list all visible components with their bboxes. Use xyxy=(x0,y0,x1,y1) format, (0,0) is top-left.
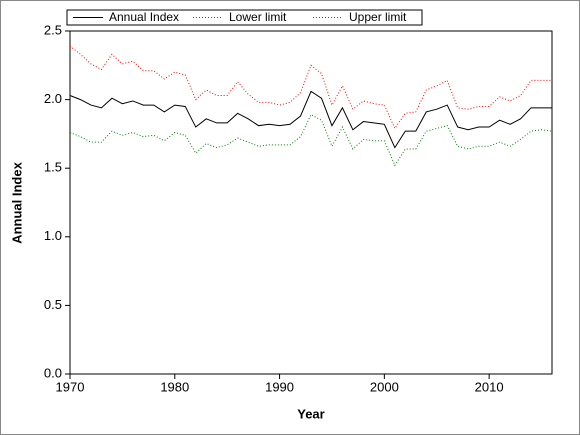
legend xyxy=(66,9,423,26)
legend-label: Annual Index xyxy=(109,10,179,24)
x-tick-label: 2010 xyxy=(475,379,504,394)
y-tick-label: 2.5 xyxy=(44,22,62,37)
y-tick-label: 0.0 xyxy=(44,365,62,380)
series-line xyxy=(69,45,552,130)
y-tick-label: 1.5 xyxy=(44,160,62,175)
y-tick-label: 2.0 xyxy=(44,91,62,106)
legend-label: Lower limit xyxy=(229,10,287,24)
x-tick-label: 1980 xyxy=(160,379,189,394)
y-axis-title: Annual Index xyxy=(9,161,24,243)
x-axis-title: Year xyxy=(297,406,324,421)
x-tick-label: 1990 xyxy=(265,379,294,394)
plot-area xyxy=(69,30,553,375)
y-tick-label: 0.5 xyxy=(44,297,62,312)
y-tick-label: 1.0 xyxy=(44,228,62,243)
x-tick-label: 1970 xyxy=(56,379,85,394)
legend-label: Upper limit xyxy=(349,10,407,24)
series-line xyxy=(69,90,552,149)
x-tick-label: 2000 xyxy=(370,379,399,394)
